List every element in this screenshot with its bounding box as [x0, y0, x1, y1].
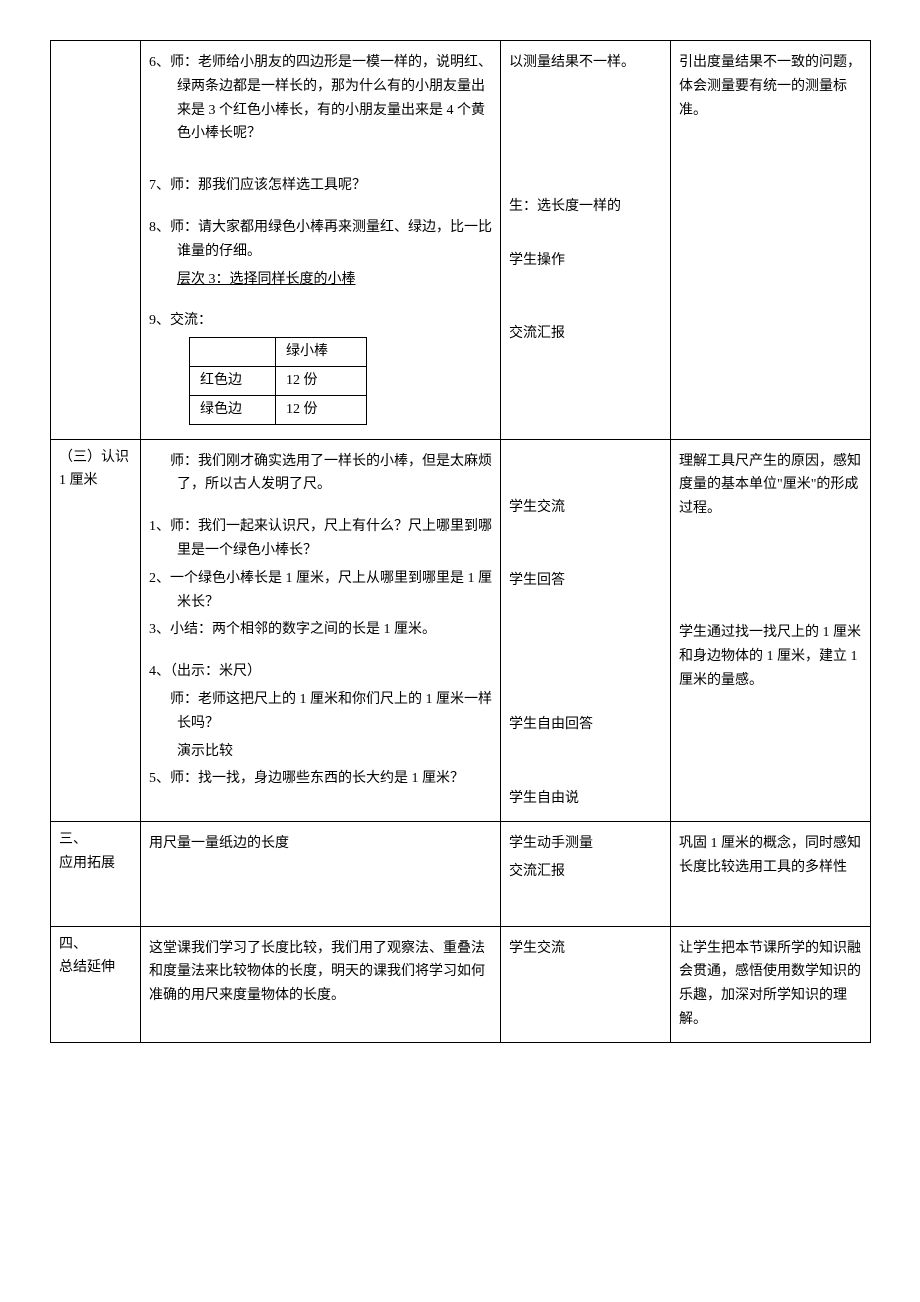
intent-cell: 引出度量结果不一致的问题，体会测量要有统一的测量标准。: [671, 41, 871, 440]
inner-cell: 绿色边: [190, 395, 276, 424]
intent-cell: 巩固 1 厘米的概念，同时感知长度比较选用工具的多样性: [671, 821, 871, 926]
item-4c: 演示比较: [149, 740, 492, 764]
student-note: 学生自由回答: [509, 713, 662, 737]
student-note: 交流汇报: [509, 322, 662, 346]
inner-cell: 红色边: [190, 366, 276, 395]
item-9: 9、交流：: [149, 309, 492, 333]
stage-cell: 三、 应用拓展: [51, 821, 141, 926]
stage-title: 应用拓展: [59, 852, 132, 876]
teacher-cell: 用尺量一量纸边的长度: [141, 821, 501, 926]
item-7: 7、师：那我们应该怎样选工具呢？: [149, 174, 492, 198]
student-cell: 以测量结果不一样。 生：选长度一样的 学生操作 交流汇报: [501, 41, 671, 440]
item-5: 5、师：找一找，身边哪些东西的长大约是 1 厘米？: [149, 767, 492, 791]
stage-cell: 四、 总结延伸: [51, 926, 141, 1042]
item-intro: 0、师：我们刚才确实选用了一样长的小棒，但是太麻烦了，所以古人发明了尺。: [149, 450, 492, 498]
table-row: 三、 应用拓展 用尺量一量纸边的长度 学生动手测量 交流汇报 巩固 1 厘米的概…: [51, 821, 871, 926]
student-cell: 学生交流 学生回答 学生自由回答 学生自由说: [501, 439, 671, 821]
intent-note: 学生通过找一找尺上的 1 厘米和身边物体的 1 厘米，建立 1 厘米的量感。: [679, 621, 862, 692]
student-note: 学生交流: [509, 496, 662, 520]
teacher-cell: 0、师：我们刚才确实选用了一样长的小棒，但是太麻烦了，所以古人发明了尺。 1、师…: [141, 439, 501, 821]
stage-num: 三、: [59, 828, 132, 852]
inner-cell: 12 份: [276, 395, 367, 424]
item-3: 3、小结：两个相邻的数字之间的长是 1 厘米。: [149, 618, 492, 642]
table-row: 6、师：老师给小朋友的四边形是一模一样的，说明红、绿两条边都是一样长的，那为什么…: [51, 41, 871, 440]
table-row: 四、 总结延伸 这堂课我们学习了长度比较，我们用了观察法、重叠法和度量法来比较物…: [51, 926, 871, 1042]
item-8: 8、师：请大家都用绿色小棒再来测量红、绿边，比一比谁量的仔细。: [149, 216, 492, 264]
inner-cell: 12 份: [276, 366, 367, 395]
stage-title: 总结延伸: [59, 956, 132, 980]
inner-cell: 绿小棒: [276, 338, 367, 367]
stage-num: 四、: [59, 933, 132, 957]
student-cell: 学生交流: [501, 926, 671, 1042]
inner-cell: [190, 338, 276, 367]
table-row: （三）认识 1 厘米 0、师：我们刚才确实选用了一样长的小棒，但是太麻烦了，所以…: [51, 439, 871, 821]
student-note: 学生自由说: [509, 787, 662, 811]
item-1: 1、师：我们一起来认识尺，尺上有什么？尺上哪里到哪里是一个绿色小棒长？: [149, 515, 492, 563]
item-8-sub: 层次 3：选择同样长度的小棒: [149, 268, 492, 292]
teacher-cell: 6、师：老师给小朋友的四边形是一模一样的，说明红、绿两条边都是一样长的，那为什么…: [141, 41, 501, 440]
student-note: 学生操作: [509, 249, 662, 273]
inner-table: 绿小棒 红色边 12 份 绿色边 12 份: [189, 337, 367, 424]
intent-note: 理解工具尺产生的原因，感知度量的基本单位"厘米"的形成过程。: [679, 450, 862, 521]
lesson-plan-table: 6、师：老师给小朋友的四边形是一模一样的，说明红、绿两条边都是一样长的，那为什么…: [50, 40, 871, 1043]
student-note: 学生回答: [509, 569, 662, 593]
stage-cell: [51, 41, 141, 440]
intent-cell: 理解工具尺产生的原因，感知度量的基本单位"厘米"的形成过程。 学生通过找一找尺上…: [671, 439, 871, 821]
item-2: 2、一个绿色小棒长是 1 厘米，尺上从哪里到哪里是 1 厘米长？: [149, 567, 492, 615]
student-note: 交流汇报: [509, 860, 662, 884]
student-note: 学生动手测量: [509, 832, 662, 856]
teacher-cell: 这堂课我们学习了长度比较，我们用了观察法、重叠法和度量法来比较物体的长度，明天的…: [141, 926, 501, 1042]
student-note: 学生交流: [509, 937, 662, 961]
intent-note: 引出度量结果不一致的问题，体会测量要有统一的测量标准。: [679, 51, 862, 122]
intent-note: 让学生把本节课所学的知识融会贯通，感悟使用数学知识的乐趣，加深对所学知识的理解。: [679, 937, 862, 1032]
activity-text: 用尺量一量纸边的长度: [149, 832, 492, 856]
student-note: 生：选长度一样的: [509, 195, 662, 219]
intent-note: 巩固 1 厘米的概念，同时感知长度比较选用工具的多样性: [679, 832, 862, 880]
stage-cell: （三）认识 1 厘米: [51, 439, 141, 821]
item-4a: 4、（出示：米尺）: [149, 660, 492, 684]
summary-text: 这堂课我们学习了长度比较，我们用了观察法、重叠法和度量法来比较物体的长度，明天的…: [149, 937, 492, 1008]
student-note: 以测量结果不一样。: [509, 51, 662, 75]
student-cell: 学生动手测量 交流汇报: [501, 821, 671, 926]
item-4b: 4、师：老师这把尺上的 1 厘米和你们尺上的 1 厘米一样长吗？: [149, 688, 492, 736]
intent-cell: 让学生把本节课所学的知识融会贯通，感悟使用数学知识的乐趣，加深对所学知识的理解。: [671, 926, 871, 1042]
item-6: 6、师：老师给小朋友的四边形是一模一样的，说明红、绿两条边都是一样长的，那为什么…: [149, 51, 492, 146]
